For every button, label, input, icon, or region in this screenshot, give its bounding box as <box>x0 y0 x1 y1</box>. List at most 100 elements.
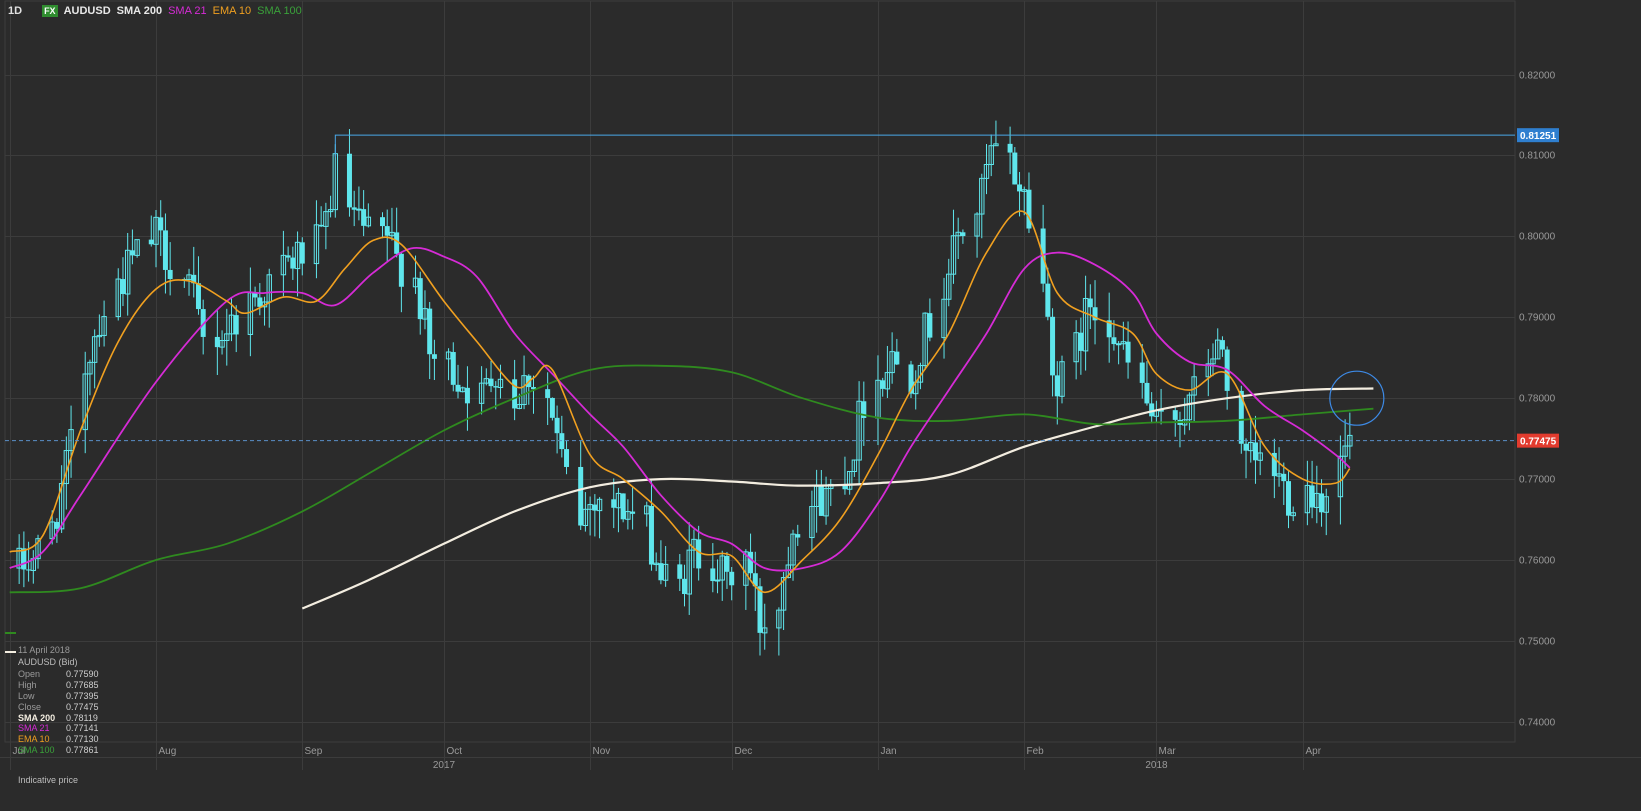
y-tick-label: 0.80000 <box>1519 232 1556 243</box>
data-row: Close 0.77475 <box>18 702 99 713</box>
candle-body-up <box>35 538 41 560</box>
candle-body-down <box>1045 283 1051 317</box>
candle-body-down <box>1219 340 1225 350</box>
candle-body-up <box>280 254 287 276</box>
x-year-label: 2017 <box>433 760 456 771</box>
candle-body-down <box>398 253 404 287</box>
candle-body-up <box>615 492 622 509</box>
data-row: SMA 100 0.77861 <box>18 745 99 756</box>
candle-body-up <box>134 239 140 256</box>
candle-body-up <box>582 508 589 527</box>
candle-body-down <box>1026 189 1032 229</box>
symbol-label[interactable]: AUDUSD <box>63 5 111 17</box>
fx-badge: FX <box>42 5 58 17</box>
candle-body-down <box>696 539 702 569</box>
candle-body-up <box>1186 394 1193 421</box>
row-label: SMA 200 <box>18 712 56 723</box>
candle-body-up <box>988 145 994 166</box>
candle-body-up <box>851 459 858 472</box>
candle-body-up <box>356 208 362 211</box>
y-tick-label: 0.81000 <box>1519 151 1556 162</box>
indicator-ema10-label[interactable]: EMA 10 <box>212 5 252 17</box>
data-row: EMA 10 0.77130 <box>18 734 99 745</box>
row-label: SMA 21 <box>18 723 50 734</box>
indicator-sma200-label[interactable]: SMA 200 <box>116 5 163 17</box>
x-tick-label: Feb <box>1027 746 1045 757</box>
candle-body-down <box>129 250 135 256</box>
overlays: 0.81251 0.77475 <box>5 128 1559 653</box>
current-price-label: 0.77475 <box>1520 437 1557 448</box>
y-tick-label: 0.74000 <box>1519 718 1556 729</box>
candle-body-down <box>861 401 867 418</box>
candle-body-down <box>252 292 258 298</box>
candle-body-down <box>427 308 433 355</box>
resistance-price-tag <box>1517 128 1559 143</box>
indicator-sma100-label[interactable]: SMA 100 <box>257 5 302 17</box>
candle-body-down <box>682 578 687 595</box>
candle-body-down <box>1087 298 1093 308</box>
candle-body-down <box>191 274 197 284</box>
candle-body-up <box>1215 339 1221 360</box>
series-line-sma21 <box>9 246 1351 572</box>
candle-body-down <box>648 505 654 565</box>
candle-body-down <box>162 230 168 270</box>
candle-body-down <box>531 387 536 390</box>
annotation-circle <box>1329 370 1385 426</box>
timeframe-button[interactable]: 1D <box>8 5 23 17</box>
candle-body-down <box>1271 452 1277 477</box>
candle-body-up <box>483 378 490 384</box>
candle-body-up <box>762 627 768 634</box>
candle-body-up <box>686 549 692 595</box>
data-window-instrument: AUDUSD (Bid) <box>18 656 78 667</box>
candle-body-up <box>1073 332 1079 363</box>
candle-body-down <box>549 397 555 418</box>
candle-body-up <box>294 241 301 270</box>
candle-body-down <box>233 315 239 335</box>
candle-body-up <box>955 231 961 237</box>
candle-body-down <box>1050 316 1056 376</box>
candle-body-up <box>219 340 225 348</box>
candle-body-up <box>58 483 65 530</box>
series-line-sma100 <box>9 364 1374 594</box>
candle-body-up <box>1248 441 1254 452</box>
candle-body-down <box>960 232 966 237</box>
candle-body-down <box>1125 341 1131 363</box>
y-tick-label: 0.79000 <box>1519 313 1556 324</box>
candle-body-up <box>917 365 924 383</box>
x-tick-label: Apr <box>1306 746 1322 757</box>
candle-body-up <box>96 334 103 338</box>
candle-body-up <box>1082 297 1089 352</box>
data-row: Open 0.77590 <box>18 669 99 680</box>
candle-body-up <box>497 378 504 388</box>
indicator-sma21-label[interactable]: SMA 21 <box>168 5 207 17</box>
candle-body-down <box>1309 485 1315 508</box>
candle-body-down <box>564 449 570 467</box>
candle-body-down <box>257 297 263 307</box>
candle-body-down <box>880 380 886 389</box>
candle-body-down <box>1111 337 1117 345</box>
x-tick-label: Jan <box>881 746 897 757</box>
row-value: 0.77861 <box>66 744 99 755</box>
axes: 0.82000 0.81000 0.80000 0.79000 0.78000 0.770… <box>0 71 1641 771</box>
row-label: SMA 100 <box>18 744 55 755</box>
candle-body-down <box>493 386 499 388</box>
x-tick-label: Jul <box>13 746 26 757</box>
candle-body-up <box>846 470 853 490</box>
row-value: 0.78119 <box>66 712 98 723</box>
candle-body-down <box>1078 332 1084 351</box>
candle-body-up <box>124 249 131 295</box>
candle-body-up <box>1314 492 1320 508</box>
candle-body-up <box>389 231 395 237</box>
candle-body-up <box>950 235 957 275</box>
x-tick-label: Oct <box>447 746 463 757</box>
candle-body-up <box>823 488 829 517</box>
candle-body-up <box>780 577 787 611</box>
candle-body-down <box>351 207 357 210</box>
ohlc-table: Open 0.77590 High 0.77685 Low 0.77395 Close… <box>18 669 99 755</box>
row-value: 0.77141 <box>66 723 99 734</box>
row-value: 0.77590 <box>66 669 99 680</box>
candle-body-up <box>327 209 334 213</box>
row-label: Open <box>18 669 41 680</box>
